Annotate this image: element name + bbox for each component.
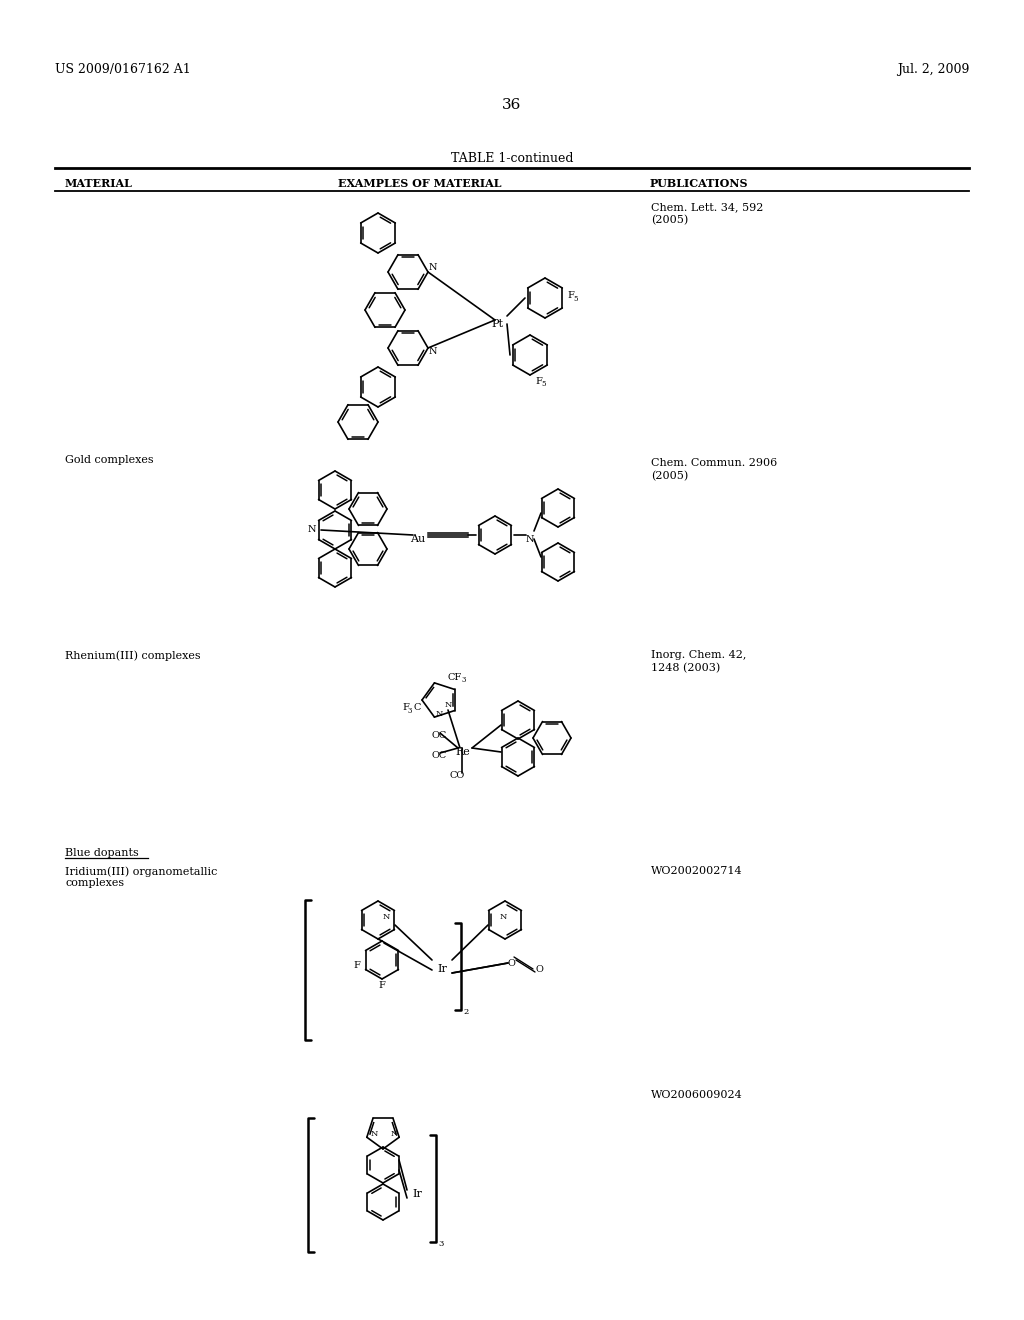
Text: 2: 2 xyxy=(463,1008,468,1016)
Text: N: N xyxy=(308,525,316,535)
Text: Chem. Commun. 2906: Chem. Commun. 2906 xyxy=(651,458,777,469)
Text: (2005): (2005) xyxy=(651,471,688,482)
Text: Pt: Pt xyxy=(490,319,503,329)
Text: 3: 3 xyxy=(462,676,466,684)
Text: Ir: Ir xyxy=(437,964,446,974)
Text: N: N xyxy=(383,913,390,921)
Text: 5: 5 xyxy=(573,294,578,304)
Text: N: N xyxy=(429,347,437,356)
Text: F: F xyxy=(402,704,409,713)
Text: O: O xyxy=(508,958,516,968)
Text: EXAMPLES OF MATERIAL: EXAMPLES OF MATERIAL xyxy=(338,178,502,189)
Text: Ir: Ir xyxy=(412,1189,422,1199)
Text: Inorg. Chem. 42,: Inorg. Chem. 42, xyxy=(651,649,746,660)
Text: WO2006009024: WO2006009024 xyxy=(651,1090,742,1100)
Text: Au: Au xyxy=(410,535,425,544)
Text: (2005): (2005) xyxy=(651,215,688,226)
Text: 1248 (2003): 1248 (2003) xyxy=(651,663,720,673)
Text: Re: Re xyxy=(455,747,470,756)
Text: US 2009/0167162 A1: US 2009/0167162 A1 xyxy=(55,63,190,77)
Text: F: F xyxy=(535,376,542,385)
Text: 3: 3 xyxy=(438,1239,443,1247)
Text: WO2002002714: WO2002002714 xyxy=(651,866,742,876)
Text: Chem. Lett. 34, 592: Chem. Lett. 34, 592 xyxy=(651,202,763,213)
Text: PUBLICATIONS: PUBLICATIONS xyxy=(650,178,749,189)
Text: N: N xyxy=(445,701,453,709)
Text: CO: CO xyxy=(450,771,465,780)
Text: Gold complexes: Gold complexes xyxy=(65,455,154,465)
Text: N: N xyxy=(526,535,535,544)
Text: N: N xyxy=(429,264,437,272)
Text: F: F xyxy=(567,292,573,301)
Text: OC: OC xyxy=(432,751,447,760)
Text: N: N xyxy=(391,1130,398,1138)
Text: 3: 3 xyxy=(408,708,413,715)
Text: F: F xyxy=(378,981,385,990)
Text: N: N xyxy=(436,710,443,718)
Text: Iridium(III) organometallic: Iridium(III) organometallic xyxy=(65,866,217,876)
Text: Rhenium(III) complexes: Rhenium(III) complexes xyxy=(65,649,201,660)
Text: Blue dopants: Blue dopants xyxy=(65,847,138,858)
Text: 5: 5 xyxy=(541,380,546,388)
Text: 36: 36 xyxy=(503,98,521,112)
Text: O: O xyxy=(536,965,544,974)
Text: N: N xyxy=(500,913,507,921)
Text: Jul. 2, 2009: Jul. 2, 2009 xyxy=(897,63,969,77)
Text: C: C xyxy=(414,704,421,713)
Text: complexes: complexes xyxy=(65,878,124,888)
Text: F: F xyxy=(353,961,359,969)
Text: N: N xyxy=(371,1130,379,1138)
Text: TABLE 1-continued: TABLE 1-continued xyxy=(451,152,573,165)
Text: MATERIAL: MATERIAL xyxy=(65,178,133,189)
Text: OC: OC xyxy=(432,731,447,741)
Text: CF: CF xyxy=(449,673,462,682)
